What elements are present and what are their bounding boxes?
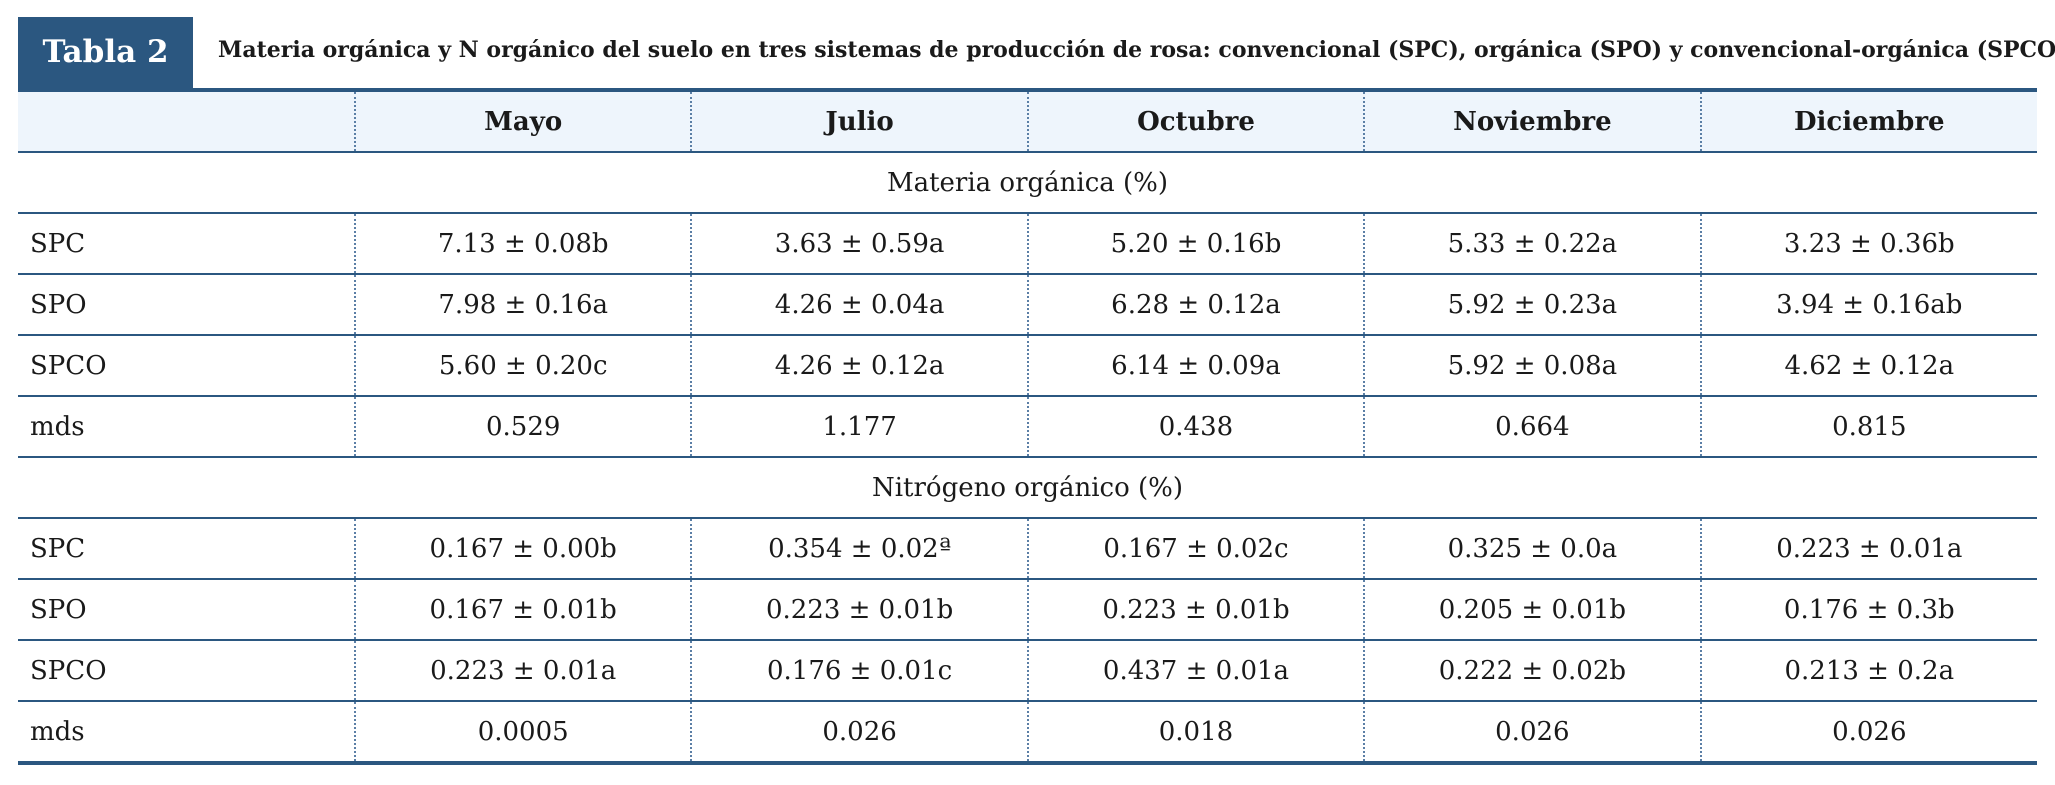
row-label: mds (18, 701, 355, 765)
row-label: SPC (18, 518, 355, 580)
table-label: Tabla 2 (18, 17, 193, 88)
data-row: mds 0.0005 0.026 0.018 0.026 0.026 (18, 701, 2037, 765)
column-header: Noviembre (1363, 92, 1701, 153)
row-label: SPO (18, 274, 355, 336)
cell: 0.018 (1026, 701, 1365, 765)
data-row: SPO 0.167 ± 0.01b 0.223 ± 0.01b 0.223 ± 0.0… (18, 579, 2037, 641)
cell: 0.167 ± 0.00b (353, 518, 692, 580)
cell: 0.437 ± 0.01a (1026, 640, 1365, 702)
column-header: Mayo (353, 92, 692, 153)
cell: 0.167 ± 0.02c (1026, 518, 1365, 580)
data-row: SPCO 5.60 ± 0.20c 4.26 ± 0.12a 6.14 ± 0.09a… (18, 335, 2037, 397)
cell: 0.026 (690, 701, 1028, 765)
cell: 5.92 ± 0.23a (1363, 274, 1701, 336)
data-table: Mayo Julio Octubre Noviembre Diciembre Mater… (18, 92, 2037, 765)
table-body: Materia orgánica (%) SPC 7.13 ± 0.08b 3.63 … (18, 152, 2037, 765)
data-row: SPC 7.13 ± 0.08b 3.63 ± 0.59a 5.20 ± 0.16b 5… (18, 213, 2037, 275)
cell: 3.94 ± 0.16ab (1699, 274, 2037, 336)
cell: 6.28 ± 0.12a (1026, 274, 1365, 336)
cell: 4.26 ± 0.12a (690, 335, 1028, 397)
cell: 3.23 ± 0.36b (1699, 213, 2037, 275)
header-row: Mayo Julio Octubre Noviembre Diciembre (18, 92, 2037, 153)
cell: 0.223 ± 0.01a (353, 640, 692, 702)
cell: 0.223 ± 0.01b (690, 579, 1028, 641)
cell: 1.177 (690, 396, 1028, 458)
section-title: Materia orgánica (%) (18, 152, 2037, 214)
row-label: SPO (18, 579, 355, 641)
cell: 0.222 ± 0.02b (1363, 640, 1701, 702)
cell: 5.33 ± 0.22a (1363, 213, 1701, 275)
cell: 0.438 (1026, 396, 1365, 458)
column-header: Julio (690, 92, 1028, 153)
cell: 0.205 ± 0.01b (1363, 579, 1701, 641)
cell: 0.223 ± 0.01b (1026, 579, 1365, 641)
row-label: mds (18, 396, 355, 458)
cell: 5.20 ± 0.16b (1026, 213, 1365, 275)
column-header: Diciembre (1699, 92, 2037, 153)
cell: 0.176 ± 0.01c (690, 640, 1028, 702)
table-header: Tabla 2 Materia orgánica y N orgánico de… (18, 17, 2055, 92)
section-row: Nitrógeno orgánico (%) (18, 457, 2037, 519)
cell: 0.325 ± 0.0a (1363, 518, 1701, 580)
cell: 0.815 (1699, 396, 2037, 458)
table-title: Materia orgánica y N orgánico del suelo … (218, 37, 2055, 63)
cell: 0.167 ± 0.01b (353, 579, 692, 641)
cell: 7.13 ± 0.08b (353, 213, 692, 275)
cell: 0.026 (1363, 701, 1701, 765)
cell: 5.60 ± 0.20c (353, 335, 692, 397)
cell: 7.98 ± 0.16a (353, 274, 692, 336)
column-header: Octubre (1026, 92, 1365, 153)
cell: 4.62 ± 0.12a (1699, 335, 2037, 397)
cell: 0.354 ± 0.02ª (690, 518, 1028, 580)
row-label: SPC (18, 213, 355, 275)
cell: 0.223 ± 0.01a (1699, 518, 2037, 580)
data-row: SPO 7.98 ± 0.16a 4.26 ± 0.04a 6.28 ± 0.12a 5… (18, 274, 2037, 336)
cell: 0.176 ± 0.3b (1699, 579, 2037, 641)
cell: 6.14 ± 0.09a (1026, 335, 1365, 397)
cell: 3.63 ± 0.59a (690, 213, 1028, 275)
cell: 0.0005 (353, 701, 692, 765)
data-row: mds 0.529 1.177 0.438 0.664 0.815 (18, 396, 2037, 458)
cell: 0.529 (353, 396, 692, 458)
row-label: SPCO (18, 335, 355, 397)
data-row: SPCO 0.223 ± 0.01a 0.176 ± 0.01c 0.437 ± 0.… (18, 640, 2037, 702)
section-title: Nitrógeno orgánico (%) (18, 457, 2037, 519)
cell: 4.26 ± 0.04a (690, 274, 1028, 336)
corner-cell (18, 92, 355, 153)
cell: 5.92 ± 0.08a (1363, 335, 1701, 397)
data-row: SPC 0.167 ± 0.00b 0.354 ± 0.02ª 0.167 ± 0.0… (18, 518, 2037, 580)
cell: 0.213 ± 0.2a (1699, 640, 2037, 702)
cell: 0.664 (1363, 396, 1701, 458)
row-label: SPCO (18, 640, 355, 702)
section-row: Materia orgánica (%) (18, 152, 2037, 214)
cell: 0.026 (1699, 701, 2037, 765)
